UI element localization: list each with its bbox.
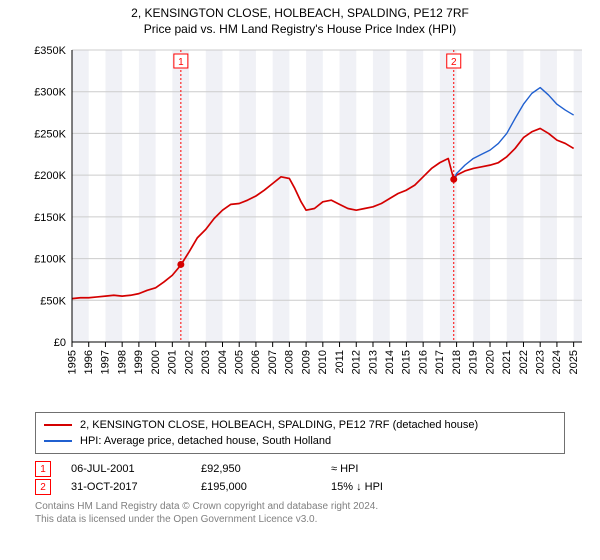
price-chart: £0 £50K £100K £150K £200K £250K £300K £350K 1 2 19… <box>30 42 590 402</box>
svg-text:2020: 2020 <box>484 350 496 374</box>
footer-line: Contains HM Land Registry data © Crown c… <box>35 500 565 513</box>
svg-text:2: 2 <box>451 57 457 68</box>
sale-marker-icon: 2 <box>35 479 51 495</box>
svg-text:2001: 2001 <box>167 350 179 374</box>
svg-text:2008: 2008 <box>284 350 296 374</box>
sale-date: 06-JUL-2001 <box>71 463 201 475</box>
sale-row: 1 06-JUL-2001 £92,950 ≈ HPI <box>35 460 565 478</box>
svg-text:1999: 1999 <box>133 350 145 374</box>
svg-text:1997: 1997 <box>100 350 112 374</box>
svg-text:1998: 1998 <box>116 350 128 374</box>
sale-price: £92,950 <box>201 463 331 475</box>
svg-text:2024: 2024 <box>551 350 563 374</box>
svg-text:2025: 2025 <box>568 350 580 374</box>
sale-price: £195,000 <box>201 481 331 493</box>
svg-text:2000: 2000 <box>150 350 162 374</box>
svg-text:1: 1 <box>178 57 184 68</box>
svg-text:2007: 2007 <box>267 350 279 374</box>
svg-text:1996: 1996 <box>83 350 95 374</box>
svg-text:2023: 2023 <box>534 350 546 374</box>
legend: 2, KENSINGTON CLOSE, HOLBEACH, SPALDING,… <box>35 412 565 454</box>
svg-text:£300K: £300K <box>34 87 66 99</box>
chart-subtitle: Price paid vs. HM Land Registry's House … <box>0 22 600 36</box>
svg-text:2002: 2002 <box>183 350 195 374</box>
legend-label: 2, KENSINGTON CLOSE, HOLBEACH, SPALDING,… <box>80 419 478 431</box>
footer-attribution: Contains HM Land Registry data © Crown c… <box>35 500 565 526</box>
legend-swatch-icon <box>44 440 72 442</box>
svg-text:£250K: £250K <box>34 128 66 140</box>
svg-text:2010: 2010 <box>317 350 329 374</box>
address-title: 2, KENSINGTON CLOSE, HOLBEACH, SPALDING,… <box>0 6 600 20</box>
svg-text:£200K: £200K <box>34 170 66 182</box>
sales-table: 1 06-JUL-2001 £92,950 ≈ HPI 2 31-OCT-201… <box>35 460 565 496</box>
svg-text:2009: 2009 <box>300 350 312 374</box>
svg-text:£100K: £100K <box>34 254 66 266</box>
legend-item-price-paid: 2, KENSINGTON CLOSE, HOLBEACH, SPALDING,… <box>44 417 556 433</box>
svg-text:2014: 2014 <box>384 350 396 374</box>
sale-date: 31-OCT-2017 <box>71 481 201 493</box>
svg-text:2021: 2021 <box>501 350 513 374</box>
svg-text:£350K: £350K <box>34 45 66 57</box>
svg-text:2016: 2016 <box>417 350 429 374</box>
sale-delta: ≈ HPI <box>331 463 461 475</box>
svg-text:2011: 2011 <box>334 350 346 374</box>
svg-text:2018: 2018 <box>451 350 463 374</box>
footer-line: This data is licensed under the Open Gov… <box>35 513 565 526</box>
sale-marker-icon: 1 <box>35 461 51 477</box>
svg-text:£150K: £150K <box>34 212 66 224</box>
legend-swatch-icon <box>44 424 72 426</box>
svg-text:2006: 2006 <box>250 350 262 374</box>
svg-text:2003: 2003 <box>200 350 212 374</box>
legend-label: HPI: Average price, detached house, Sout… <box>80 435 331 447</box>
svg-text:1995: 1995 <box>66 350 78 374</box>
sale-row: 2 31-OCT-2017 £195,000 15% ↓ HPI <box>35 478 565 496</box>
svg-text:£50K: £50K <box>40 295 66 307</box>
svg-text:2013: 2013 <box>367 350 379 374</box>
sale-delta: 15% ↓ HPI <box>331 481 461 493</box>
svg-text:2022: 2022 <box>518 350 530 374</box>
svg-text:2017: 2017 <box>434 350 446 374</box>
legend-item-hpi: HPI: Average price, detached house, Sout… <box>44 433 556 449</box>
svg-text:2005: 2005 <box>234 350 246 374</box>
svg-text:2004: 2004 <box>217 350 229 374</box>
svg-text:£0: £0 <box>54 337 66 349</box>
svg-text:2019: 2019 <box>468 350 480 374</box>
svg-text:2015: 2015 <box>401 350 413 374</box>
svg-text:2012: 2012 <box>351 350 363 374</box>
